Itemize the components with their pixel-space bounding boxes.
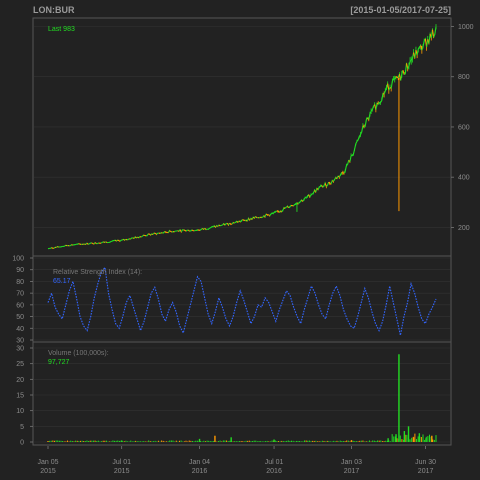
price-segment (292, 204, 295, 207)
x-axis-ticks: Jan 05 2015 Jul 01 2015 Jan 04 2016 Jul 01 2016… (37, 446, 436, 475)
price-segment (55, 246, 58, 248)
price-segment (237, 220, 240, 223)
price-segment (140, 235, 143, 238)
x-tick-label-year: 2015 (114, 468, 130, 475)
price-tick-label: 400 (458, 175, 470, 182)
symbol-title: LON:BUR (33, 5, 75, 15)
x-tick-label-year: 2017 (344, 468, 360, 475)
price-segment (355, 141, 358, 144)
price-segment (360, 131, 363, 135)
price-segment (284, 206, 287, 209)
price-segment (364, 119, 367, 127)
price-panel (32, 17, 452, 257)
rsi-tick-label: 90 (16, 267, 24, 274)
volume-tick-label: 0 (20, 440, 24, 447)
price-segment (344, 165, 347, 172)
price-segment (380, 100, 383, 103)
rsi-tick-label: 60 (16, 302, 24, 309)
price-segment (209, 227, 211, 229)
rsi-tick-label: 80 (16, 279, 24, 286)
volume-series (47, 354, 437, 442)
price-segment (190, 229, 193, 232)
x-tick-label-month: Jan 05 (37, 459, 58, 466)
volume-tick-label: 10 (16, 408, 24, 415)
price-segment (91, 242, 94, 245)
x-tick-label-month: Jun 30 (415, 459, 436, 466)
price-label: Last 983 (48, 26, 75, 33)
price-segment (231, 222, 234, 225)
price-segment (317, 186, 320, 191)
volume-panel (32, 341, 452, 446)
price-segment (303, 197, 306, 200)
x-tick-label-year: 2016 (266, 468, 282, 475)
price-segment (142, 234, 144, 237)
price-series (47, 24, 437, 250)
price-tick-label: 800 (458, 74, 470, 81)
rsi-label: Relative Strength Index (14): (53, 269, 142, 276)
price-segment (149, 233, 151, 236)
price-segment (173, 230, 176, 233)
volume-tick-label: 20 (16, 377, 24, 384)
rsi-value-label: 65.17 (53, 278, 71, 285)
price-tick-label: 1000 (458, 24, 474, 31)
date-range-title: [2015-01-05/2017-07-25] (350, 5, 451, 15)
price-segment (349, 155, 352, 162)
price-segment (100, 241, 103, 244)
price-segment (422, 40, 425, 47)
volume-tick-label: 5 (20, 424, 24, 431)
volume-tick-label: 15 (16, 393, 24, 400)
volume-tick-label: 25 (16, 361, 24, 368)
price-segment (169, 230, 171, 232)
price-segment (285, 205, 288, 208)
price-segment (183, 229, 186, 231)
y-axis-ticks: 2004006008001000304050607080901000510152… (12, 24, 473, 446)
x-tick-label-year: 2017 (418, 468, 434, 475)
rsi-series (47, 265, 437, 336)
price-tick-label: 200 (458, 225, 470, 232)
x-tick-label-year: 2015 (40, 468, 56, 475)
price-segment (404, 63, 408, 74)
price-segment (431, 29, 435, 38)
price-segment (164, 231, 167, 233)
x-tick-label-month: Jul 01 (265, 459, 284, 466)
x-tick-label-month: Jul 01 (112, 459, 131, 466)
x-tick-label-year: 2016 (192, 468, 208, 475)
rsi-tick-label: 40 (16, 326, 24, 333)
volume-value-label: 97,727 (48, 359, 70, 366)
x-tick-label-month: Jan 03 (341, 459, 362, 466)
price-segment (277, 210, 280, 213)
volume-label: Volume (100,000s): (48, 350, 109, 357)
rsi-tick-label: 100 (12, 256, 24, 263)
price-segment (275, 210, 278, 213)
x-tick-label-month: Jan 04 (189, 459, 210, 466)
rsi-tick-label: 30 (16, 338, 24, 345)
rsi-line (47, 265, 437, 336)
volume-tick-label: 30 (16, 346, 24, 353)
price-segment (408, 61, 411, 67)
rsi-tick-label: 50 (16, 314, 24, 321)
price-segment (325, 184, 328, 187)
price-segment (428, 33, 431, 44)
rsi-tick-label: 70 (16, 291, 24, 298)
price-segment (387, 83, 390, 91)
price-tick-label: 600 (458, 124, 470, 131)
